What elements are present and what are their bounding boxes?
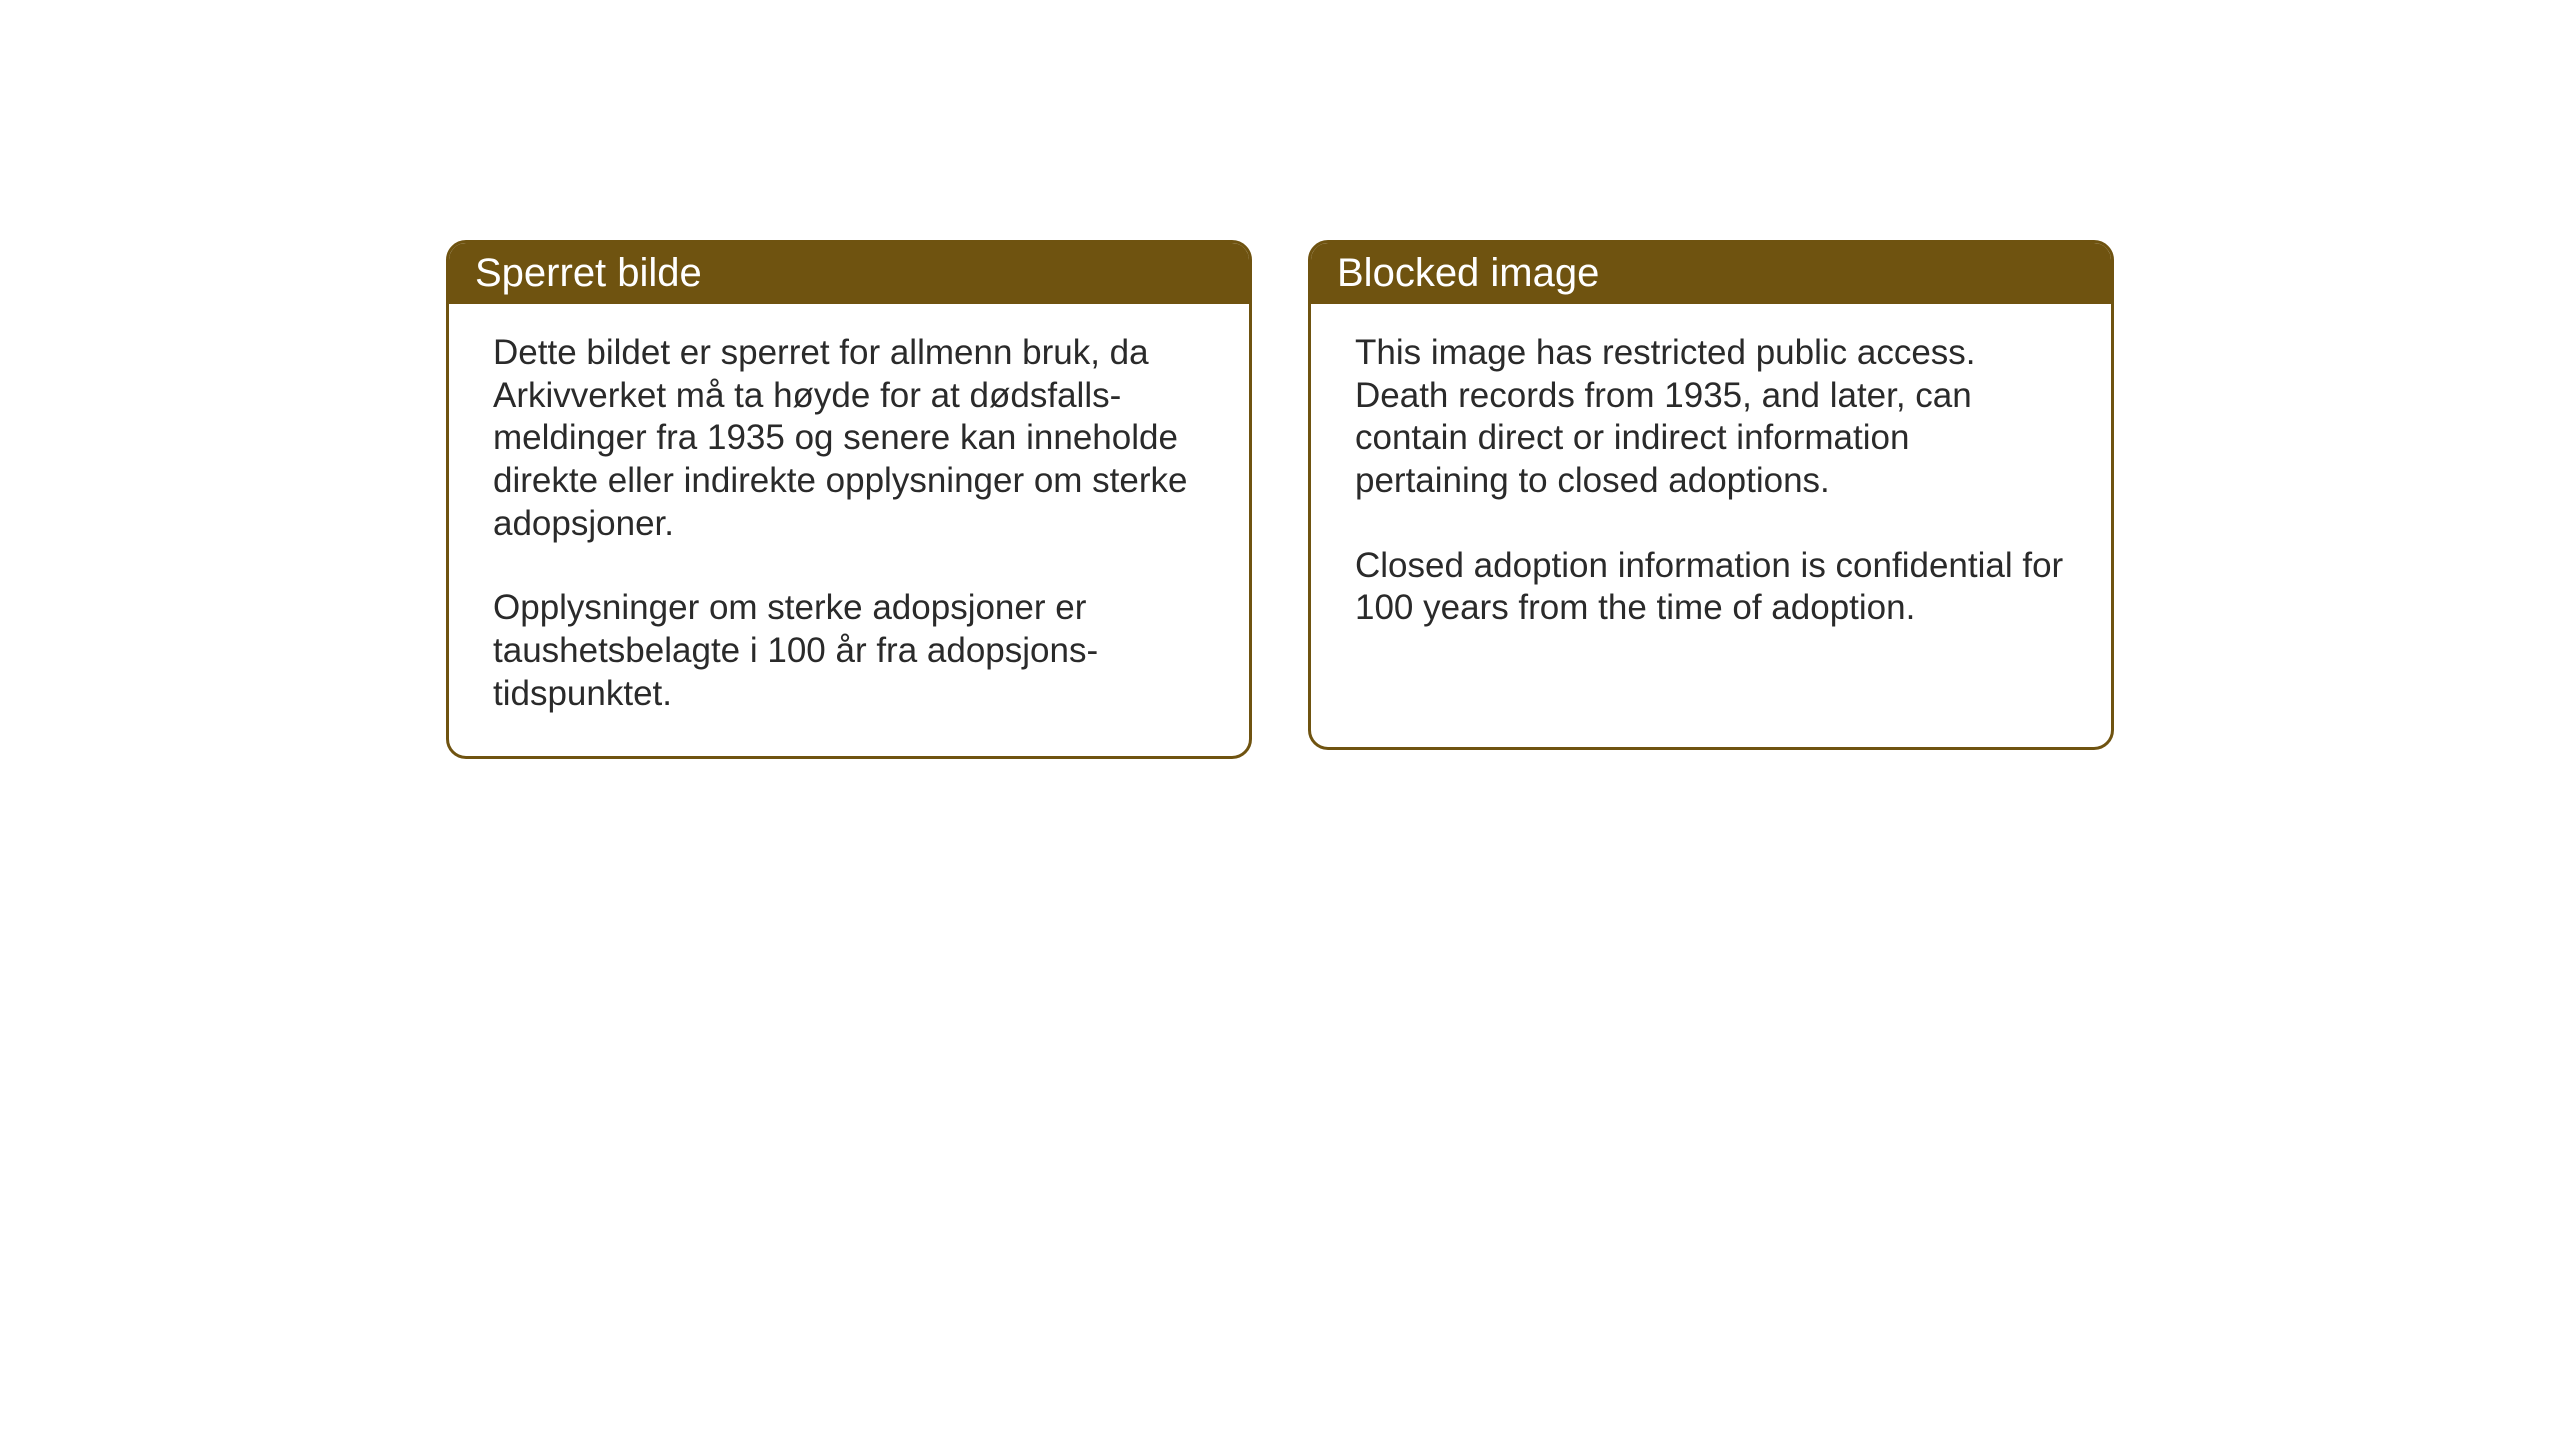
english-card-body: This image has restricted public access.… (1311, 304, 2111, 670)
norwegian-paragraph-1: Dette bildet er sperret for allmenn bruk… (493, 332, 1205, 545)
english-paragraph-2: Closed adoption information is confident… (1355, 545, 2067, 630)
english-card-title: Blocked image (1311, 243, 2111, 304)
norwegian-notice-card: Sperret bilde Dette bildet er sperret fo… (446, 240, 1252, 759)
english-notice-card: Blocked image This image has restricted … (1308, 240, 2114, 750)
english-paragraph-1: This image has restricted public access.… (1355, 332, 2067, 503)
norwegian-paragraph-2: Opplysninger om sterke adopsjoner er tau… (493, 587, 1205, 715)
norwegian-card-title: Sperret bilde (449, 243, 1249, 304)
norwegian-card-body: Dette bildet er sperret for allmenn bruk… (449, 304, 1249, 756)
notice-cards-container: Sperret bilde Dette bildet er sperret fo… (446, 240, 2114, 759)
